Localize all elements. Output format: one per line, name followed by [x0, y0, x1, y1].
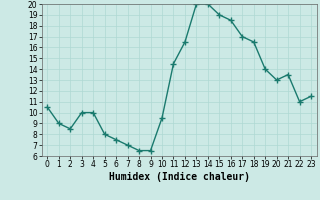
- X-axis label: Humidex (Indice chaleur): Humidex (Indice chaleur): [109, 172, 250, 182]
